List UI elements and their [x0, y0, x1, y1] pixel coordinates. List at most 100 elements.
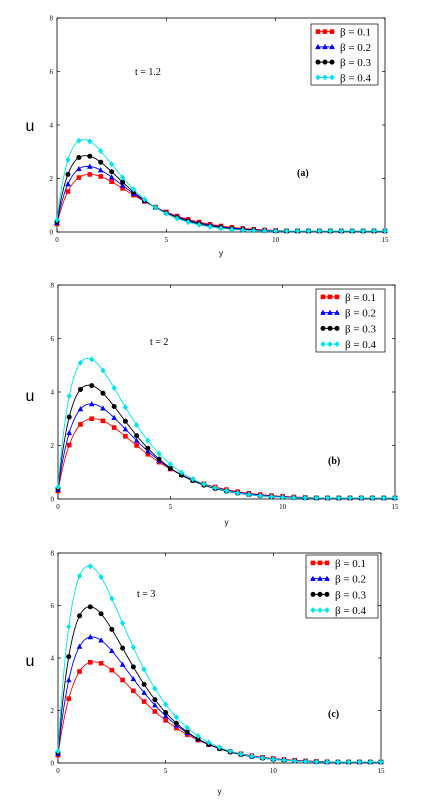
data-point	[98, 637, 104, 643]
data-point	[100, 367, 106, 374]
data-point	[163, 718, 168, 723]
data-point	[178, 469, 185, 476]
data-point	[346, 758, 352, 765]
data-point	[109, 595, 115, 602]
data-point	[120, 186, 125, 191]
y-tick-label: 8	[50, 15, 54, 23]
data-point	[111, 385, 117, 392]
series-2	[54, 163, 388, 234]
series-line	[57, 403, 395, 499]
data-point	[185, 219, 191, 226]
data-point	[65, 171, 71, 177]
data-point	[240, 227, 246, 234]
data-point	[156, 450, 162, 457]
data-point	[381, 494, 387, 501]
data-point	[120, 174, 126, 181]
data-point	[195, 732, 201, 739]
data-point	[134, 433, 140, 439]
data-point	[122, 426, 129, 432]
series-line	[57, 418, 395, 499]
data-point	[251, 227, 257, 234]
legend-marker	[315, 74, 321, 81]
y-tick-label: 0	[51, 760, 55, 768]
data-point	[109, 667, 115, 673]
data-point	[392, 494, 398, 501]
legend-entry: β = 0.1	[345, 292, 376, 304]
data-point	[145, 437, 151, 444]
data-point	[134, 443, 139, 448]
data-point	[65, 189, 71, 194]
data-point	[66, 414, 72, 420]
data-point	[66, 442, 72, 448]
y-tick-label: 0	[50, 229, 54, 237]
data-point	[201, 481, 207, 488]
data-point	[335, 758, 341, 765]
data-point	[156, 456, 162, 462]
legend-marker	[327, 325, 333, 331]
data-point	[65, 156, 71, 163]
legend-marker	[322, 43, 328, 50]
legend-marker	[317, 575, 323, 581]
series-line	[56, 139, 385, 232]
legend-box	[315, 288, 386, 353]
legend-marker	[315, 43, 321, 50]
data-point	[145, 445, 151, 451]
series-line	[57, 384, 395, 499]
data-point	[87, 138, 93, 145]
data-point	[111, 414, 117, 420]
data-point	[174, 725, 179, 731]
data-point	[284, 227, 290, 234]
legend-marker	[310, 591, 316, 597]
x-tick-label: 5	[169, 503, 173, 511]
series-2	[55, 401, 398, 501]
y-tick-label: 0	[51, 496, 55, 504]
legend-entry: β = 0.2	[335, 574, 366, 586]
data-point	[173, 720, 179, 726]
time-annotation: t = 3	[137, 589, 155, 600]
legend-marker	[324, 575, 330, 581]
data-point	[349, 227, 355, 234]
data-point	[108, 174, 115, 180]
data-point	[327, 227, 333, 234]
data-point	[120, 179, 126, 185]
data-point	[77, 613, 83, 619]
data-point	[120, 620, 126, 627]
legend-entry: β = 0.1	[335, 558, 366, 570]
legend-marker	[327, 341, 333, 348]
x-axis-label: y	[219, 249, 223, 258]
data-point	[100, 418, 106, 424]
data-point	[173, 714, 180, 721]
series-4	[54, 137, 388, 234]
data-point	[292, 757, 298, 764]
legend-marker	[334, 309, 340, 315]
data-point	[246, 491, 252, 498]
legend-marker	[317, 607, 323, 614]
data-point	[152, 685, 158, 692]
data-point	[76, 137, 82, 144]
y-tick-label: 6	[51, 335, 55, 343]
data-point	[196, 221, 202, 228]
legend-marker	[310, 575, 316, 581]
y-tick-label: 4	[51, 655, 55, 663]
data-point	[207, 223, 213, 230]
data-point	[134, 421, 140, 428]
data-point	[100, 390, 106, 396]
data-point	[119, 661, 126, 667]
data-point	[152, 204, 158, 211]
data-point	[111, 425, 117, 430]
data-point	[280, 494, 286, 501]
data-point	[119, 182, 126, 188]
y-tick-label: 2	[50, 175, 54, 183]
data-point	[77, 669, 82, 674]
legend-marker	[310, 607, 316, 614]
data-point	[257, 492, 263, 499]
data-point	[89, 416, 94, 422]
data-point	[111, 403, 117, 409]
legend-marker	[329, 29, 335, 34]
y-axis-label: u	[26, 653, 35, 670]
data-point	[223, 487, 230, 494]
data-point	[371, 227, 377, 234]
data-point	[369, 494, 376, 501]
